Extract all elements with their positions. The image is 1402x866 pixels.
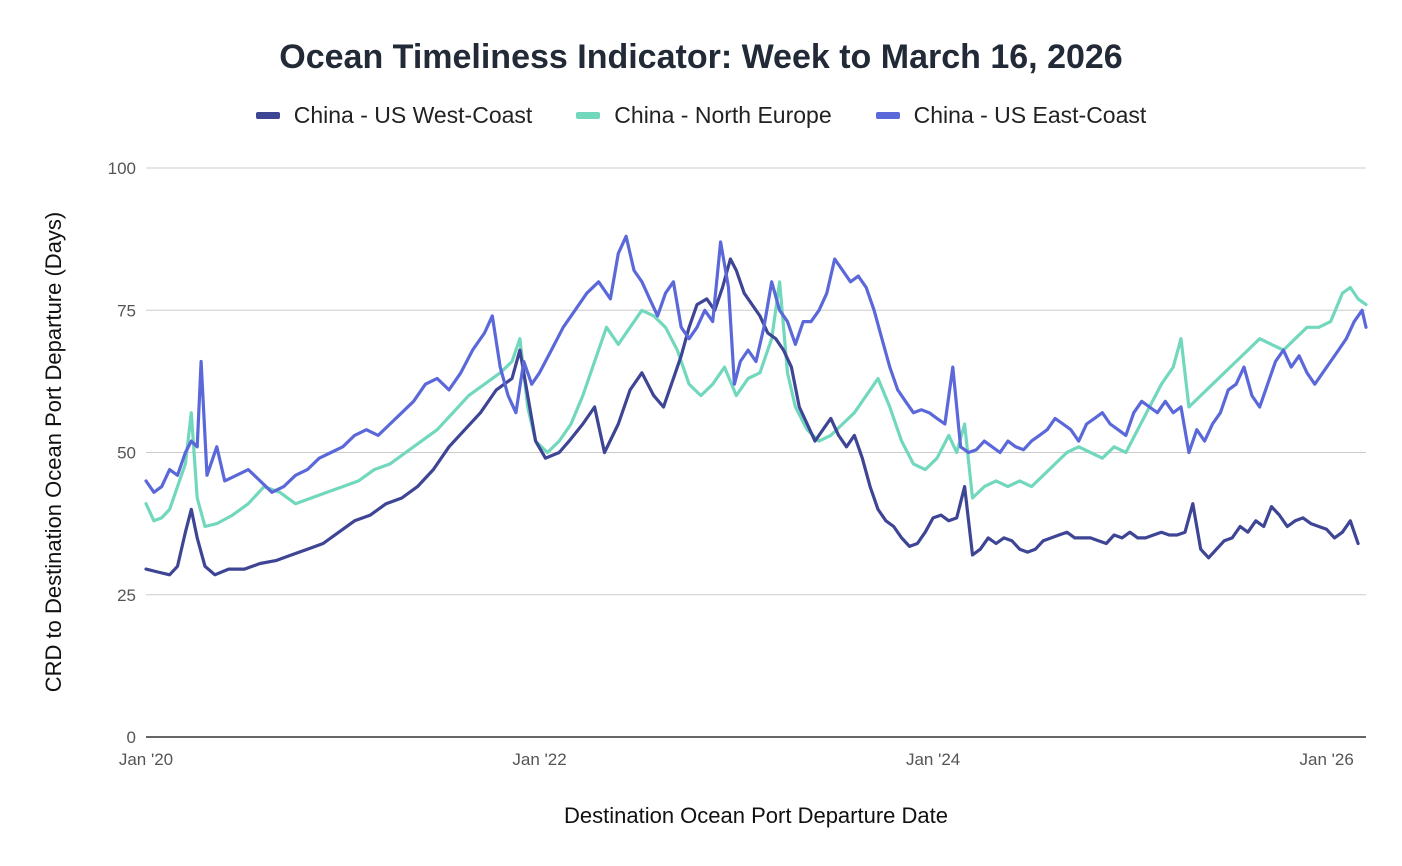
legend-swatch-east-coast	[875, 112, 900, 119]
legend-item-west-coast[interactable]: China - US West-Coast	[255, 102, 533, 129]
series-line-china-north-europe[interactable]	[144, 280, 1368, 529]
x-axis-label: Destination Ocean Port Departure Date	[564, 803, 948, 828]
y-tick-labels: 0 25 50 75 100	[108, 159, 136, 747]
legend-swatch-west-coast	[255, 112, 280, 119]
chart-title: Ocean Timeliness Indicator: Week to Marc…	[279, 38, 1123, 76]
legend-label-north-europe: China - North Europe	[614, 102, 832, 128]
legend-label-east-coast: China - US East-Coast	[913, 102, 1147, 128]
y-tick-label: 100	[108, 159, 136, 178]
x-tick-label: Jan '24	[906, 750, 960, 769]
series-lines	[144, 234, 1368, 577]
x-tick-label: Jan '20	[119, 750, 173, 769]
legend-item-north-europe[interactable]: China - North Europe	[576, 102, 832, 129]
legend-swatch-north-europe	[576, 112, 601, 119]
legend: China - US West-Coast China - North Euro…	[0, 102, 1402, 129]
y-tick-label: 75	[117, 301, 136, 320]
y-tick-label: 0	[127, 728, 136, 747]
series-line-china-us-east-coast[interactable]	[144, 234, 1368, 494]
x-tick-label: Jan '22	[512, 750, 566, 769]
x-tick-label: Jan '26	[1299, 750, 1353, 769]
x-tick-labels: Jan '20 Jan '22 Jan '24 Jan '26	[119, 750, 1354, 769]
legend-item-east-coast[interactable]: China - US East-Coast	[875, 102, 1147, 129]
series-line-china-us-west-coast[interactable]	[144, 257, 1360, 577]
y-tick-label: 50	[117, 444, 136, 463]
y-tick-label: 25	[117, 586, 136, 605]
legend-label-west-coast: China - US West-Coast	[293, 102, 533, 128]
